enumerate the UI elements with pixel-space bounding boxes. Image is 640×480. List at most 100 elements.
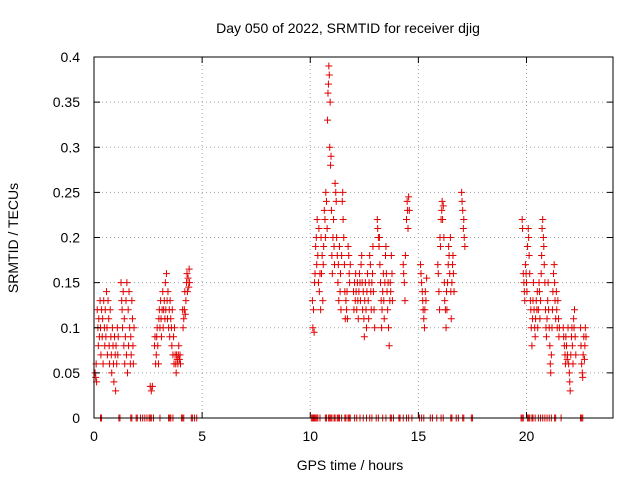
data-point — [387, 288, 395, 296]
data-point — [374, 224, 382, 232]
data-point — [308, 297, 316, 305]
data-point — [420, 315, 428, 323]
data-point — [382, 243, 390, 251]
data-point — [325, 62, 333, 70]
data-point — [338, 252, 346, 260]
data-point — [422, 297, 430, 305]
data-point — [543, 315, 551, 323]
data-point — [120, 315, 128, 323]
data-point — [161, 279, 169, 287]
y-axis-label: SRMTID / TECUs — [5, 183, 21, 293]
data-point — [330, 215, 338, 223]
x-tick-label: 20 — [519, 428, 535, 444]
data-point — [184, 274, 192, 282]
data-point — [539, 234, 547, 241]
data-point — [540, 243, 548, 251]
data-point — [92, 373, 100, 381]
data-point — [553, 306, 561, 314]
data-point — [550, 270, 558, 278]
data-point — [119, 324, 127, 332]
data-point — [460, 215, 468, 223]
data-point — [332, 197, 340, 205]
data-point — [130, 324, 138, 332]
data-point — [321, 234, 329, 241]
data-point — [326, 143, 334, 151]
data-point — [94, 342, 102, 350]
data-point — [97, 351, 105, 359]
data-point — [309, 306, 317, 314]
data-point — [112, 387, 120, 395]
data-point — [328, 270, 336, 278]
y-tick-label: 0.25 — [53, 184, 80, 200]
y-tick-label: 0.35 — [53, 94, 80, 110]
data-point — [332, 188, 340, 196]
y-tick-labels: 0 0.05 0.1 0.15 0.2 0.25 0.3 0.35 0.4 — [53, 49, 80, 426]
data-point — [449, 261, 457, 269]
data-point — [388, 270, 396, 278]
data-point — [544, 279, 552, 287]
data-point — [571, 333, 579, 341]
data-point — [518, 215, 526, 223]
data-point — [399, 261, 407, 269]
data-point — [551, 279, 559, 287]
data-point — [181, 310, 189, 318]
data-point — [319, 297, 327, 305]
data-point — [439, 202, 447, 210]
data-point — [326, 98, 334, 106]
data-point — [353, 306, 361, 314]
data-point — [129, 360, 137, 368]
data-point — [324, 80, 332, 88]
data-point — [177, 360, 184, 368]
data-point — [566, 378, 574, 386]
data-point — [365, 315, 373, 323]
data-point — [440, 234, 448, 241]
data-point — [366, 252, 374, 260]
data-point — [538, 224, 546, 232]
data-point — [319, 261, 327, 269]
data-point — [313, 261, 321, 269]
x-axis-label: GPS time / hours — [297, 457, 404, 473]
y-tick-label: 0 — [72, 410, 80, 426]
data-point — [438, 206, 446, 214]
data-point — [368, 279, 376, 287]
data-point — [186, 279, 194, 287]
data-point — [570, 324, 578, 332]
data-point — [331, 179, 339, 187]
data-point — [339, 215, 347, 223]
data-point — [435, 288, 443, 296]
data-point — [524, 224, 532, 232]
data-point — [418, 279, 426, 287]
data-point — [524, 243, 532, 251]
data-point — [166, 297, 174, 305]
data-point — [579, 373, 587, 381]
data-point — [403, 197, 411, 205]
data-point — [106, 306, 114, 314]
data-point — [337, 270, 345, 278]
data-point — [362, 324, 370, 332]
data-point — [114, 333, 122, 341]
data-point — [320, 206, 328, 214]
data-point — [342, 297, 350, 305]
data-point — [385, 342, 393, 350]
data-point — [580, 355, 588, 363]
data-point — [343, 288, 351, 296]
data-point — [535, 279, 543, 287]
chart-title: Day 050 of 2022, SRMTID for receiver dji… — [216, 20, 480, 36]
data-point — [438, 197, 446, 205]
data-point — [170, 324, 178, 332]
data-point — [322, 188, 330, 196]
data-point — [334, 279, 342, 287]
x-tick-label: 10 — [302, 428, 318, 444]
data-point — [563, 342, 571, 350]
data-point — [404, 224, 412, 232]
data-point — [162, 270, 170, 278]
data-point — [124, 369, 132, 377]
data-point — [170, 333, 178, 341]
data-point — [570, 315, 578, 323]
data-point — [344, 243, 352, 251]
data-point — [364, 297, 372, 305]
data-point — [314, 279, 322, 287]
data-point — [569, 360, 577, 368]
data-point — [581, 342, 589, 350]
data-point — [357, 261, 365, 269]
